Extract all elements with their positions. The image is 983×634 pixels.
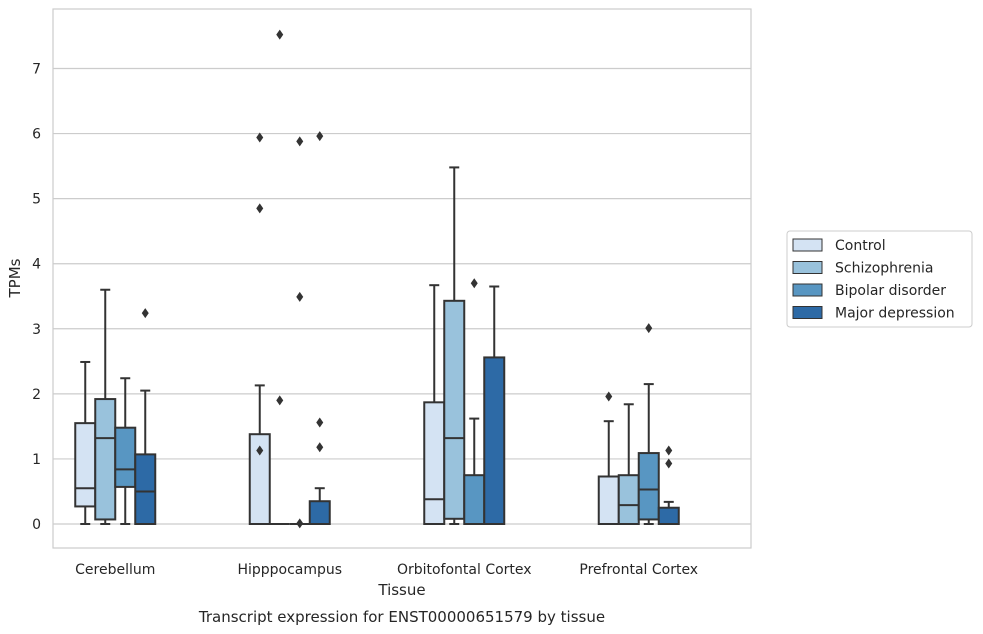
y-tick-label: 4	[32, 257, 41, 273]
y-tick-label: 0	[32, 517, 41, 533]
box-group	[463, 278, 486, 526]
outlier-point	[296, 291, 304, 302]
box	[423, 401, 446, 526]
box-group	[483, 285, 506, 525]
box-group	[617, 403, 640, 526]
box	[308, 500, 331, 526]
outlier-point	[256, 203, 264, 214]
legend-label: Control	[835, 238, 886, 254]
outlier-point	[296, 136, 304, 147]
y-tick-label: 7	[32, 62, 41, 78]
x-tick-label: Orbitofontal Cortex	[397, 562, 532, 578]
y-tick-label: 5	[32, 192, 41, 208]
legend-swatch	[792, 283, 823, 297]
outlier-point	[256, 445, 264, 456]
box	[617, 474, 640, 526]
box-group	[637, 323, 660, 525]
y-tick-label: 2	[32, 387, 41, 403]
legend-label: Schizophrenia	[835, 261, 933, 277]
box-group	[269, 29, 290, 525]
outlier-point	[256, 132, 264, 143]
box-group	[289, 136, 310, 529]
outlier-point	[665, 445, 673, 456]
outlier-point	[141, 308, 149, 319]
box	[443, 299, 466, 520]
x-tick-label: Cerebellum	[75, 562, 155, 578]
outlier-point	[665, 458, 673, 469]
outlier-point	[605, 391, 613, 402]
outlier-point	[296, 518, 304, 529]
box	[94, 398, 117, 521]
box	[134, 453, 157, 525]
box-group	[114, 377, 137, 525]
box	[463, 474, 486, 526]
outlier-point	[316, 131, 324, 142]
y-axis-ticks: 0 1 2 3 4 5 6 7	[32, 62, 41, 534]
legend-label: Major depression	[835, 306, 955, 322]
box-group	[597, 391, 620, 526]
box	[74, 422, 97, 508]
outlier-point	[276, 29, 284, 40]
box-group	[134, 308, 157, 525]
x-axis-title: Tissue	[377, 581, 425, 599]
legend-swatch	[792, 306, 823, 319]
box-group	[423, 284, 446, 526]
boxes-layer	[74, 29, 680, 529]
box	[114, 426, 137, 488]
box-group	[308, 131, 331, 526]
x-tick-label: Hipppocampus	[237, 562, 342, 578]
outlier-point	[316, 442, 324, 453]
box-group	[657, 445, 680, 526]
outlier-point	[316, 417, 324, 428]
box	[483, 356, 506, 525]
outlier-point	[645, 323, 653, 334]
legend-frame	[786, 230, 973, 328]
y-tick-label: 1	[32, 452, 41, 468]
x-tick-label: Prefrontal Cortex	[579, 562, 698, 578]
y-axis-title: TPMs	[6, 258, 24, 298]
box-group	[94, 288, 117, 525]
box-group	[443, 166, 466, 525]
box-group	[248, 132, 271, 525]
box	[597, 475, 620, 526]
outlier-point	[276, 395, 284, 406]
legend-items: Control Schizophrenia Bipolar disorder Majo…	[792, 238, 955, 322]
box	[637, 452, 660, 521]
box	[657, 506, 680, 526]
y-tick-label: 3	[32, 322, 41, 338]
box-group	[74, 360, 97, 525]
outlier-point	[470, 278, 478, 289]
x-axis-ticks: Cerebellum Hipppocampus Orbitofontal Corte…	[75, 562, 698, 578]
legend-swatch	[792, 261, 823, 274]
plot-frame	[52, 8, 752, 549]
legend: Control Schizophrenia Bipolar disorder Majo…	[786, 230, 973, 328]
y-tick-label: 6	[32, 127, 41, 143]
legend-label: Bipolar disorder	[835, 283, 946, 299]
chart-caption: Transcript expression for ENST0000065157…	[198, 608, 605, 626]
gridlines	[53, 67, 751, 525]
legend-swatch	[792, 238, 823, 252]
